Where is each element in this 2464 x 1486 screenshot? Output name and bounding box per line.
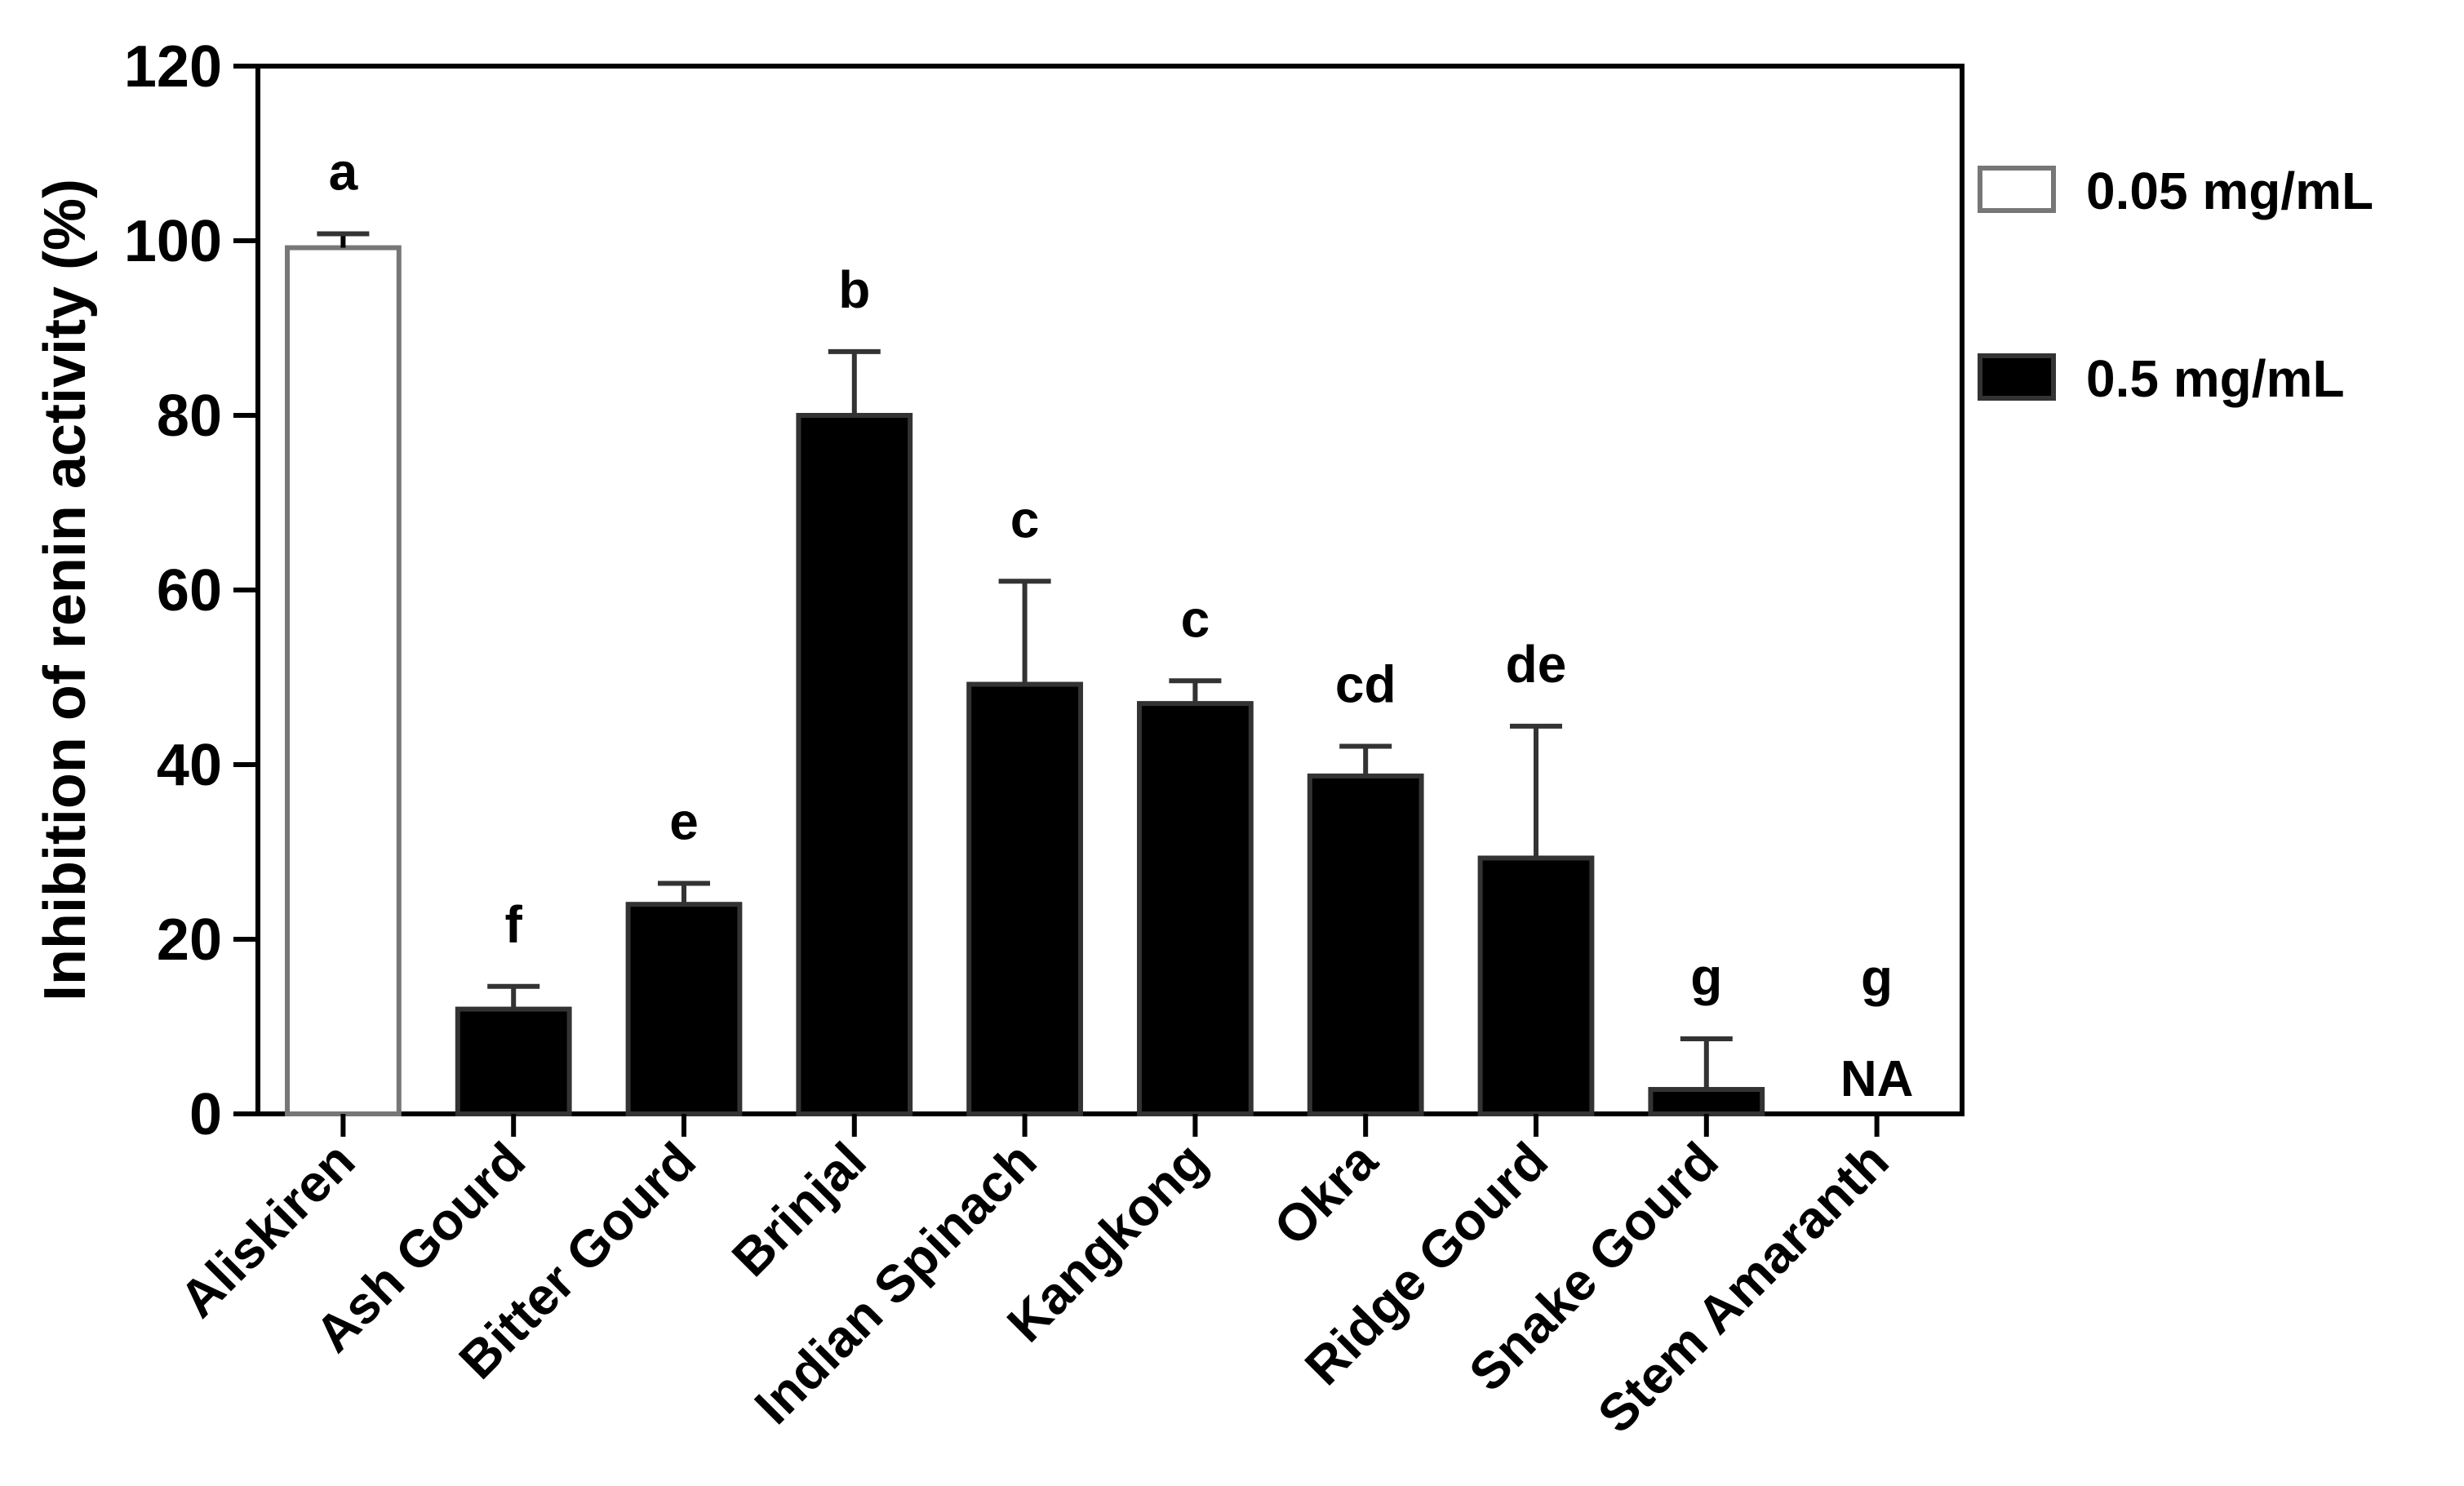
bar [1137, 701, 1254, 1116]
y-axis: 0 20 40 60 80 100 120 [124, 34, 258, 1147]
bar [966, 681, 1083, 1116]
x-tick-label: Brinjal [721, 1131, 877, 1288]
y-tick-label: 80 [157, 384, 222, 449]
bar [455, 1006, 572, 1116]
y-tick-label: 60 [157, 558, 222, 623]
bar [285, 245, 402, 1116]
bar [1477, 855, 1595, 1116]
legend-label: 0.05 mg/mL [2086, 162, 2373, 220]
significance-label: c [1181, 589, 1210, 648]
significance-label: e [669, 792, 699, 851]
value-label: NA [1840, 1051, 1914, 1107]
significance-label: b [838, 260, 870, 319]
y-tick-label: 100 [124, 209, 222, 274]
bar [1307, 773, 1424, 1116]
legend-label: 0.5 mg/mL [2086, 349, 2345, 408]
significance-label: g [1861, 948, 1893, 1007]
legend-swatch [1978, 166, 2056, 213]
y-axis-label: Inhibition of renin activity (%) [33, 179, 98, 1001]
significance-label: de [1506, 635, 1567, 694]
y-tick-label: 120 [124, 34, 222, 100]
bars-layer: a f e b c c cd de g NA g [285, 142, 1914, 1117]
significance-label: a [329, 142, 358, 201]
significance-label: g [1690, 947, 1722, 1006]
x-tick-label: Stem Amaranth [1587, 1131, 1900, 1444]
bar [625, 902, 743, 1116]
y-tick-label: 20 [157, 907, 222, 973]
y-tick-label: 40 [157, 733, 222, 798]
significance-label: f [505, 895, 523, 954]
significance-label: cd [1335, 655, 1396, 714]
x-tick-label: Okra [1263, 1131, 1388, 1257]
bar [1648, 1087, 1765, 1117]
y-tick-label: 0 [189, 1082, 222, 1147]
legend-swatch [1978, 353, 2056, 401]
significance-label: c [1010, 490, 1040, 548]
bar [796, 413, 913, 1116]
legend: 0.05 mg/mL 0.5 mg/mL [1978, 162, 2373, 408]
